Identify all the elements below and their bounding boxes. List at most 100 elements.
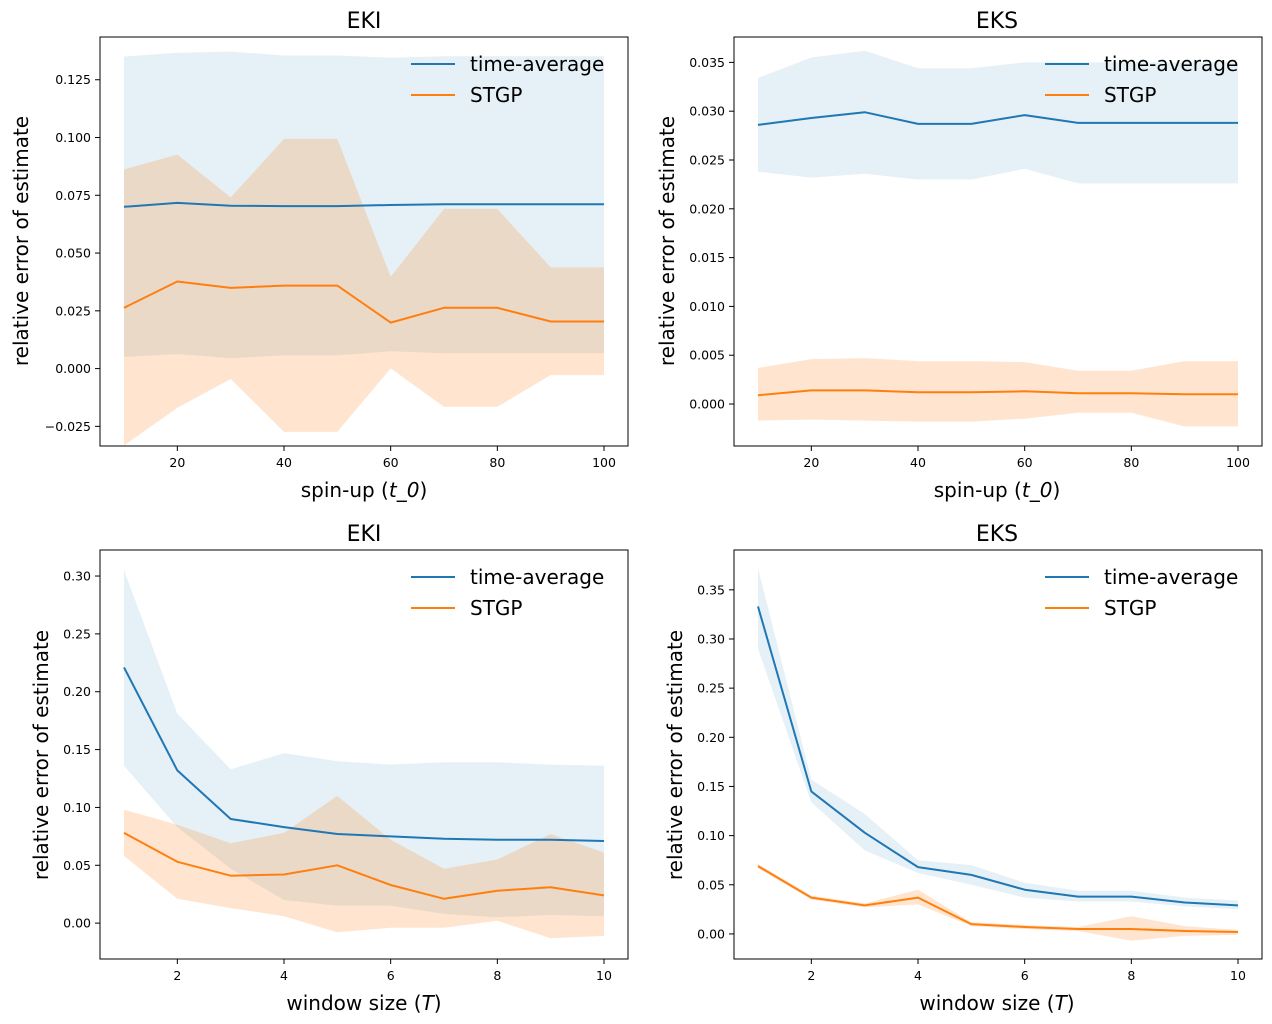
panel-spinup-eks: EKS relative error of estimate spin-up (…	[655, 9, 1263, 502]
x-axis-label-suffix: )	[1052, 478, 1060, 502]
y-tick-label: 0.010	[689, 299, 725, 314]
x-tick-label: 8	[1127, 968, 1135, 983]
x-tick-label: 60	[383, 455, 399, 470]
x-axis-label-variable: t_0	[389, 478, 420, 502]
x-axis-label-prefix: window size (	[286, 991, 421, 1015]
y-tick-label: 0.35	[697, 582, 725, 597]
x-axis-label-suffix: )	[419, 478, 427, 502]
y-tick-label: 0.25	[697, 681, 725, 696]
legend-label-stgp: STGP	[470, 596, 522, 620]
panel-title: EKI	[347, 9, 382, 34]
plot-area: 2 4 6 8 10 0.00 0.05 0.10 0.15 0.20 0.25 0.30	[63, 549, 629, 983]
axes-frame	[99, 549, 629, 960]
line-stgp	[757, 865, 1239, 933]
y-tick-label: 0.05	[63, 858, 91, 873]
x-tick-label: 8	[493, 968, 501, 983]
y-tick-label: 0.015	[689, 250, 725, 265]
x-axis-label-variable: t_0	[1022, 478, 1053, 502]
panel-window-eks: EKS relative error of estimate window si…	[663, 522, 1263, 1015]
y-tick-label: 0.025	[689, 152, 725, 167]
legend-label-time-average: time-average	[1104, 52, 1238, 76]
x-axis-label-prefix: spin-up (	[934, 478, 1022, 502]
line-stgp	[123, 832, 605, 900]
y-tick-label: 0.20	[697, 730, 725, 745]
y-tick-label: −0.025	[45, 419, 91, 434]
x-tick-label: 80	[1123, 455, 1139, 470]
legend: time-average STGP	[411, 565, 604, 620]
x-axis-label-variable: T	[1055, 991, 1069, 1015]
y-tick-label: 0.125	[55, 72, 91, 87]
panel-title: EKS	[976, 522, 1018, 547]
y-tick-label: 0.100	[55, 130, 91, 145]
x-tick-label: 4	[280, 968, 288, 983]
y-tick-label: 0.00	[697, 926, 725, 941]
plot-area: 20 40 60 80 100 0.000 0.005 0.010 0.015 0.020 0.02…	[689, 36, 1263, 470]
x-axis-label: window size (T)	[286, 991, 441, 1015]
x-axis-label-prefix: window size (	[919, 991, 1054, 1015]
line-time-average	[757, 111, 1238, 126]
legend-label-stgp: STGP	[470, 83, 522, 107]
panel-spinup-eki: EKI relative error of estimate spin-up (…	[9, 9, 629, 502]
x-tick-label: 2	[173, 968, 181, 983]
legend: time-average STGP	[1045, 565, 1238, 620]
line-time-average	[123, 666, 605, 842]
x-tick-label: 80	[489, 455, 505, 470]
y-tick-label: 0.000	[55, 361, 91, 376]
y-tick-label: 0.050	[55, 246, 91, 261]
x-tick-label: 10	[596, 968, 612, 983]
y-tick-label: 0.035	[689, 55, 725, 70]
y-tick-label: 0.25	[63, 626, 91, 641]
x-tick-label: 100	[1226, 455, 1250, 470]
legend-label-stgp: STGP	[1104, 596, 1156, 620]
x-tick-label: 100	[592, 455, 616, 470]
y-tick-label: 0.10	[697, 828, 725, 843]
x-tick-label: 40	[910, 455, 926, 470]
band-time-average	[758, 50, 1238, 184]
y-tick-label: 0.025	[55, 303, 91, 318]
x-axis-label-suffix: )	[1067, 991, 1075, 1015]
axes-frame	[733, 549, 1263, 960]
legend-label-time-average: time-average	[470, 565, 604, 589]
axes-frame	[99, 36, 629, 447]
legend: time-average STGP	[411, 52, 604, 107]
line-stgp	[757, 389, 1238, 397]
band-time-average	[124, 570, 604, 918]
y-tick-label: 0.30	[697, 631, 725, 646]
x-tick-label: 40	[276, 455, 292, 470]
y-tick-label: 0.30	[63, 569, 91, 584]
y-axis-label: relative error of estimate	[29, 630, 53, 880]
axes-frame	[733, 36, 1263, 447]
y-tick-label: 0.20	[63, 684, 91, 699]
plot-area: 20 40 60 80 100 −0.025 0.000 0.025 0.050 0.075 0.1…	[45, 36, 629, 470]
y-tick-label: 0.000	[689, 397, 725, 412]
x-tick-label: 20	[803, 455, 819, 470]
y-tick-label: 0.05	[697, 877, 725, 892]
y-tick-label: 0.075	[55, 188, 91, 203]
y-tick-label: 0.00	[63, 916, 91, 931]
line-time-average	[757, 606, 1239, 907]
band-stgp	[124, 795, 604, 939]
legend-label-stgp: STGP	[1104, 83, 1156, 107]
panel-window-eki: EKI relative error of estimate window si…	[29, 522, 629, 1015]
legend-label-time-average: time-average	[1104, 565, 1238, 589]
y-tick-label: 0.10	[63, 800, 91, 815]
band-stgp	[124, 138, 604, 446]
y-tick-label: 0.15	[63, 742, 91, 757]
legend: time-average STGP	[1045, 52, 1238, 107]
x-axis-label: window size (T)	[919, 991, 1074, 1015]
x-tick-label: 2	[807, 968, 815, 983]
x-tick-label: 6	[1021, 968, 1029, 983]
line-stgp	[123, 280, 604, 324]
x-axis-label-prefix: spin-up (	[301, 478, 389, 502]
y-axis-label: relative error of estimate	[9, 116, 33, 366]
x-tick-label: 10	[1230, 968, 1246, 983]
y-tick-label: 0.005	[689, 348, 725, 363]
y-tick-label: 0.030	[689, 104, 725, 119]
legend-label-time-average: time-average	[470, 52, 604, 76]
x-tick-label: 20	[169, 455, 185, 470]
panel-title: EKI	[347, 522, 382, 547]
x-tick-label: 6	[387, 968, 395, 983]
y-axis-label: relative error of estimate	[663, 630, 687, 880]
